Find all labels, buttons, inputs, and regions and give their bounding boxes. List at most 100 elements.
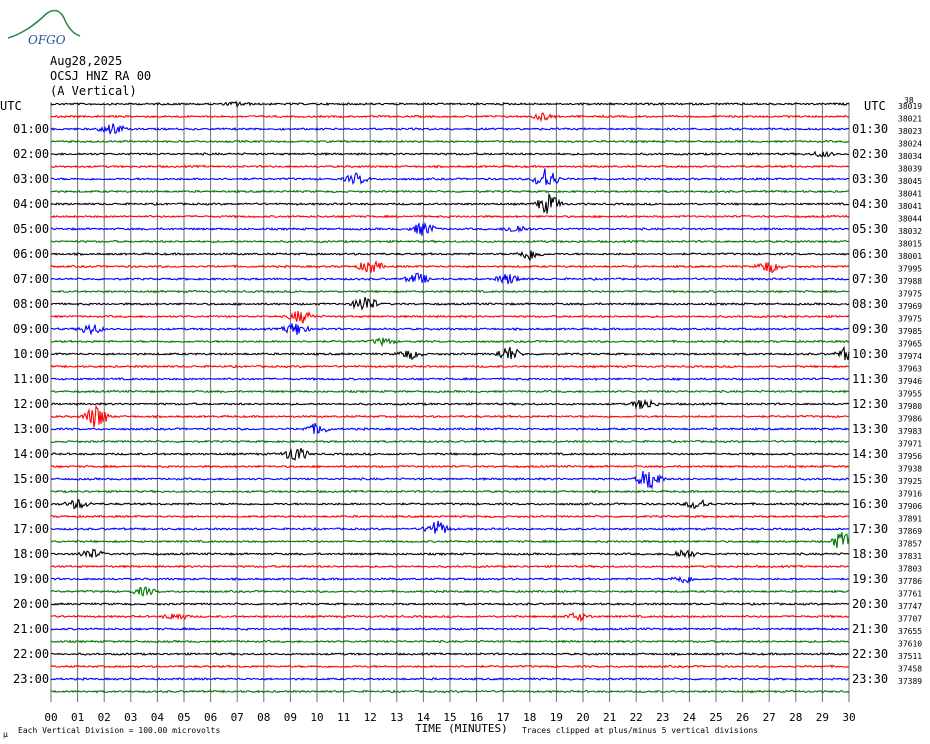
x-tick-label: 00 <box>44 711 57 724</box>
trace-count-label: 37983 <box>898 427 922 436</box>
trace-line-6 <box>50 168 850 186</box>
trace-line-1 <box>50 112 850 123</box>
left-time-label: 13:00 <box>13 422 49 436</box>
trace-line-36 <box>50 548 850 560</box>
left-time-label: 05:00 <box>13 222 49 236</box>
trace-line-16 <box>50 296 850 311</box>
right-time-label: 22:30 <box>852 647 888 661</box>
right-time-label: 10:30 <box>852 347 888 361</box>
left-time-label: 21:00 <box>13 622 49 636</box>
trace-count-label: 37975 <box>898 290 922 299</box>
trace-count-label: 38044 <box>898 215 922 224</box>
right-time-label: 06:30 <box>852 247 888 261</box>
trace-count-label: 37831 <box>898 552 922 561</box>
trace-line-2 <box>50 123 850 135</box>
trace-line-5 <box>50 164 850 169</box>
trace-line-43 <box>50 639 850 644</box>
trace-count-label: 38039 <box>898 165 922 174</box>
x-tick-label: 23 <box>656 711 669 724</box>
ofgo-logo: OFGO <box>7 9 81 46</box>
trace-count-label: 37458 <box>898 665 922 674</box>
x-tick-label: 13 <box>390 711 403 724</box>
trace-count-label: 37925 <box>898 477 922 486</box>
x-tick-label: 27 <box>763 711 776 724</box>
x-tick-label: 18 <box>523 711 536 724</box>
trace-count-label: 37786 <box>898 577 922 586</box>
x-tick-label: 15 <box>443 711 456 724</box>
right-time-label: 12:30 <box>852 397 888 411</box>
trace-line-8 <box>50 192 850 214</box>
trace-count-label: 38032 <box>898 227 922 236</box>
trace-count-label: 38019 <box>898 102 922 111</box>
x-tick-label: 12 <box>364 711 377 724</box>
trace-count-label: 37747 <box>898 602 922 611</box>
trace-count-label: 38034 <box>898 152 922 161</box>
x-tick-label: 04 <box>151 711 165 724</box>
trace-line-22 <box>50 376 850 382</box>
trace-line-17 <box>50 311 850 324</box>
left-time-label: 20:00 <box>13 597 49 611</box>
x-tick-label: 14 <box>417 711 431 724</box>
trace-line-35 <box>50 532 850 548</box>
trace-line-0 <box>50 100 850 108</box>
seismic-traces <box>50 100 850 694</box>
x-tick-label: 21 <box>603 711 616 724</box>
trace-count-label: 37916 <box>898 490 922 499</box>
trace-count-label: 37938 <box>898 465 922 474</box>
trace-line-13 <box>50 259 850 274</box>
left-time-label: 14:00 <box>13 447 49 461</box>
x-tick-label: 16 <box>470 711 483 724</box>
scale-note: Each Vertical Division = 100.00 microvol… <box>18 726 220 735</box>
x-tick-label: 25 <box>709 711 722 724</box>
x-tick-label: 29 <box>816 711 829 724</box>
trace-line-46 <box>50 676 850 681</box>
left-time-label: 15:00 <box>13 472 49 486</box>
left-time-label: 08:00 <box>13 297 49 311</box>
trace-count-label: 38001 <box>898 252 922 261</box>
x-tick-label: 22 <box>630 711 643 724</box>
trace-count-label: 37707 <box>898 615 922 624</box>
trace-count-label: 38024 <box>898 140 922 149</box>
trace-count-label: 38045 <box>898 177 922 186</box>
trace-count-label: 37988 <box>898 277 922 286</box>
x-tick-label: 24 <box>683 711 697 724</box>
right-time-label: 04:30 <box>852 197 888 211</box>
trace-count-label: 38041 <box>898 202 922 211</box>
trace-count-label: 38041 <box>898 190 922 199</box>
trace-line-14 <box>50 272 850 285</box>
counts-top-label: 38 <box>904 96 914 105</box>
corner-mark: μ <box>3 730 8 739</box>
trace-count-label: 37610 <box>898 640 922 649</box>
trace-line-28 <box>50 447 850 461</box>
left-time-label: 01:00 <box>13 122 49 136</box>
x-tick-label: 26 <box>736 711 749 724</box>
trace-line-23 <box>50 389 850 394</box>
trace-count-label: 37974 <box>898 352 922 361</box>
trace-count-label: 37389 <box>898 677 922 686</box>
trace-line-44 <box>50 651 850 657</box>
right-time-label: 23:30 <box>852 672 888 686</box>
trace-count-label: 37511 <box>898 652 922 661</box>
trace-line-10 <box>50 221 850 236</box>
x-tick-label: 09 <box>284 711 297 724</box>
right-time-label: 01:30 <box>852 122 888 136</box>
right-time-label: 21:30 <box>852 622 888 636</box>
x-tick-label: 20 <box>576 711 589 724</box>
right-time-label: 15:30 <box>852 472 888 486</box>
trace-line-9 <box>50 214 850 219</box>
trace-line-25 <box>50 404 850 428</box>
x-tick-label: 01 <box>71 711 84 724</box>
right-time-label: 17:30 <box>852 522 888 536</box>
trace-line-26 <box>50 423 850 434</box>
right-time-label: 09:30 <box>852 322 888 336</box>
trace-count-label: 37857 <box>898 540 922 549</box>
trace-line-20 <box>50 345 850 361</box>
trace-count-label: 37956 <box>898 452 922 461</box>
left-time-label: 07:00 <box>13 272 49 286</box>
trace-line-40 <box>50 601 850 607</box>
right-time-label: 19:30 <box>852 572 888 586</box>
trace-line-15 <box>50 289 850 294</box>
trace-line-12 <box>50 250 850 262</box>
x-tick-label: 02 <box>98 711 111 724</box>
chart-grid <box>50 102 850 702</box>
